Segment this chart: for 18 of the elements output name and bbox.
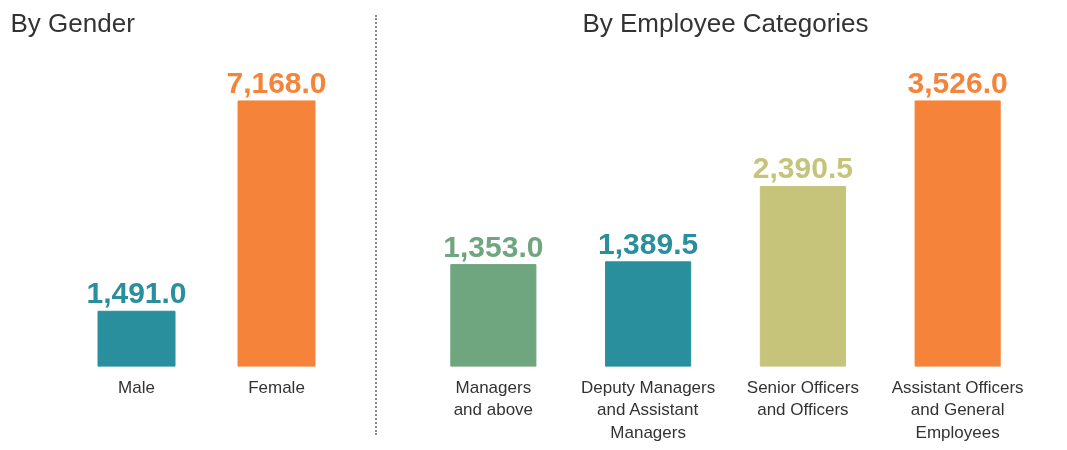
bar [605,261,692,367]
x-tick-label: Managers and above [453,377,534,420]
x-tick-label: Deputy Managers and Assistant Managers [581,377,716,443]
data-label: 7,168.0 [226,65,327,99]
bar [759,185,846,367]
x-tick-label: Female [248,377,305,397]
data-label: 1,491.0 [86,276,187,310]
x-tick-label: Senior Officers and Officers [746,377,859,420]
data-label: 3,526.0 [907,65,1008,99]
bar [450,264,537,367]
x-tick-label: Assistant Officers and General Employees [891,377,1024,443]
chart-title: By Employee Categories [582,7,869,38]
bar [914,100,1001,367]
data-label: 2,390.5 [752,151,853,185]
data-label: 1,389.5 [598,226,699,260]
chart-title: By Gender [10,7,136,38]
data-label: 1,353.0 [443,229,544,263]
x-tick-label: Male [118,377,155,397]
